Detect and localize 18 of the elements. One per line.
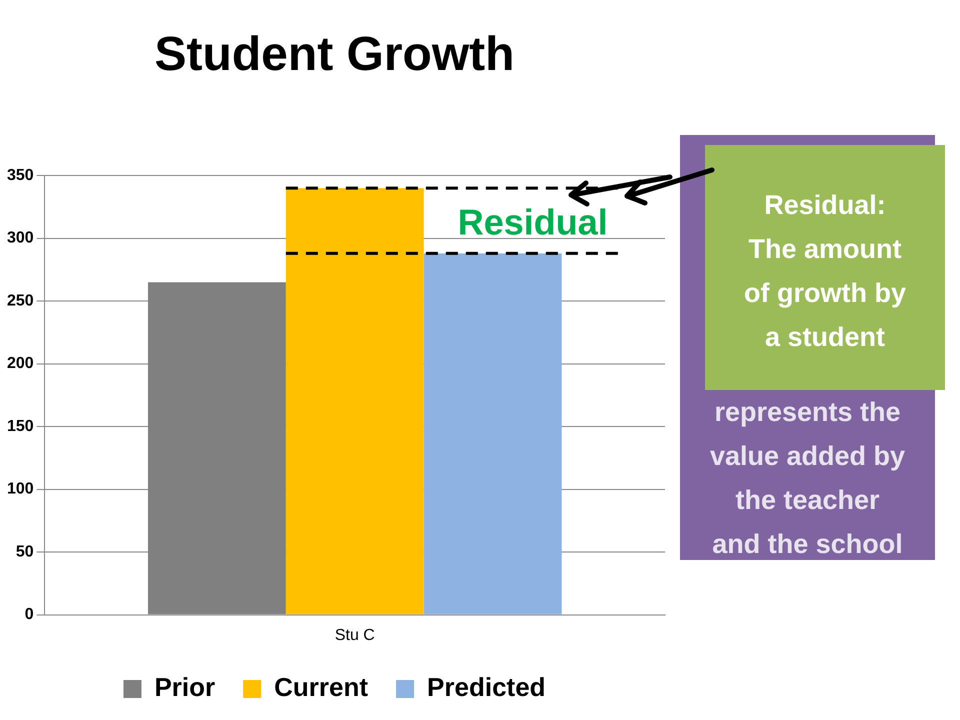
legend-label: Current — [274, 672, 368, 702]
x-tick-label: Stu C — [334, 626, 375, 644]
y-tick-label: 250 — [6, 292, 34, 310]
y-tick-label: 150 — [6, 418, 34, 435]
bar — [424, 253, 562, 614]
y-tick-label: 100 — [6, 480, 34, 498]
annotation: Residual — [458, 202, 608, 243]
bar — [286, 188, 424, 614]
y-tick-label: 0 — [24, 606, 34, 624]
chart-title: Student Growth — [154, 28, 514, 82]
y-tick-label: 350 — [6, 167, 34, 184]
legend-label: Predicted — [427, 672, 546, 702]
y-tick-label: 300 — [6, 230, 34, 247]
y-tick-label: 200 — [6, 355, 34, 372]
text: Residual: The amount of growth by a student — [705, 145, 945, 390]
y-tick-label: 50 — [16, 543, 34, 560]
text: represents the value added by the teacher and the school — [710, 397, 906, 559]
legend-label: Prior — [154, 672, 216, 702]
